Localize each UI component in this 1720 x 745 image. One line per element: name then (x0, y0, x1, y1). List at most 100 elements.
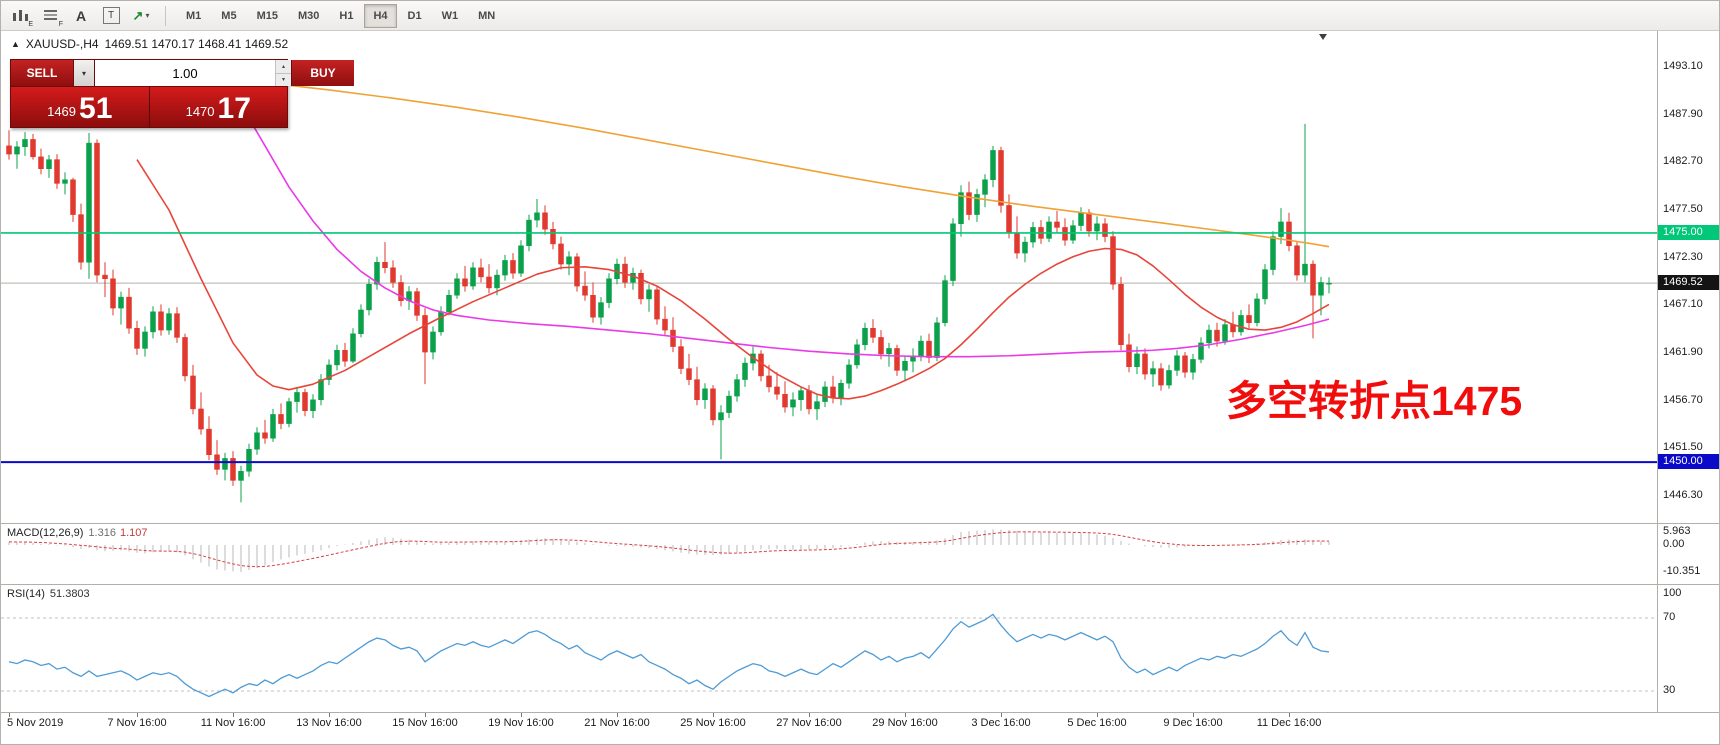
time-axis-label: 21 Nov 16:00 (584, 717, 650, 729)
volume-step-down-button[interactable]: ▾ (276, 73, 291, 86)
sell-button[interactable]: SELL (11, 60, 73, 86)
pane-divider-rsi[interactable] (1, 584, 1719, 585)
rsi-indicator-canvas[interactable] (1, 586, 1657, 712)
price-axis-label: 1446.30 (1663, 489, 1703, 501)
chevron-down-icon: ▾ (145, 11, 150, 20)
time-axis-label: 13 Nov 16:00 (296, 717, 362, 729)
time-axis-label: 7 Nov 16:00 (107, 717, 167, 729)
sell-price-main: 1469 (47, 104, 77, 119)
price-level-badge: 1469.52 (1658, 275, 1719, 291)
time-axis-label: 3 Dec 16:00 (971, 717, 1031, 729)
volume-step-up-button[interactable]: ▴ (276, 60, 291, 74)
chart-header: ▲ XAUUSD-,H4 1469.51 1470.17 1468.41 146… (11, 37, 288, 51)
macd-axis-label: -10.351 (1663, 564, 1701, 577)
one-click-trading-panel: SELL ▾ ▴ ▾ BUY 1469 51 1470 17 (10, 59, 354, 128)
timeframe-button-h4[interactable]: H4 (364, 3, 397, 28)
time-axis-tick (713, 713, 714, 717)
icon-sub-e: E (28, 20, 33, 28)
time-axis-tick (137, 713, 138, 717)
price-axis-label: 1461.90 (1663, 346, 1703, 358)
price-level-badge: 1475.00 (1658, 224, 1719, 240)
price-chart-canvas[interactable] (1, 31, 1657, 523)
indicator-list-glyph (44, 10, 57, 20)
time-axis-tick (425, 713, 426, 717)
rsi-label: RSI(14) 51.3803 (7, 588, 90, 600)
timeframe-button-m30[interactable]: M30 (297, 9, 320, 22)
time-axis-label: 9 Dec 16:00 (1163, 717, 1223, 729)
toolbar-separator (165, 5, 166, 26)
time-axis-label: 27 Nov 16:00 (776, 717, 842, 729)
timeframe-button-h1[interactable]: H1 (339, 9, 354, 22)
time-axis-tick (329, 713, 330, 717)
price-axis-label: 1467.10 (1663, 298, 1703, 311)
arrow-tool-icon[interactable]: ↗ ▾ (127, 3, 155, 29)
bar-chart-icon[interactable]: E (7, 3, 35, 29)
letter-a-glyph: A (75, 7, 87, 24)
time-axis-divider (1, 712, 1719, 713)
buy-price-button[interactable]: 1470 17 (149, 87, 287, 127)
time-axis-label: 11 Nov 16:00 (200, 717, 266, 729)
macd-label: MACD(12,26,9) 1.316 1.107 (7, 527, 147, 539)
macd-name: MACD(12,26,9) (7, 527, 84, 539)
time-axis-tick (521, 713, 522, 717)
rsi-axis-label: 30 (1663, 684, 1676, 696)
icon-sub-f: F (58, 20, 63, 28)
timeframe-button-m5[interactable]: M5 (221, 9, 237, 22)
macd-indicator-canvas[interactable] (1, 525, 1657, 585)
rsi-name: RSI(14) (7, 588, 45, 600)
price-axis-label: 1477.50 (1663, 203, 1703, 215)
time-axis-label: 11 Dec 16:00 (1256, 717, 1322, 729)
time-axis-label: 15 Nov 16:00 (392, 717, 458, 729)
symbol-marker-icon: ▲ (11, 39, 20, 49)
time-axis-label: 5 Nov 2019 (7, 717, 64, 729)
price-axis-divider (1657, 31, 1658, 712)
timeframe-button-m15[interactable]: M15 (256, 9, 278, 22)
volume-field-wrap: ▴ ▾ (95, 60, 292, 86)
time-axis-tick (1193, 713, 1194, 717)
buy-button[interactable]: BUY (292, 60, 354, 86)
price-axis-label: 1493.10 (1663, 60, 1703, 72)
pane-divider-macd[interactable] (1, 523, 1719, 524)
price-axis-label: 1456.70 (1663, 393, 1703, 406)
chart-text-annotation: 多空转折点1475 (1226, 378, 1523, 424)
toolbar: E F A T ↗ ▾ M1 M5 M15 M30 H1 H4 D1 W1 MN (1, 1, 1719, 31)
price-axis-label: 1482.70 (1663, 155, 1703, 168)
timeframe-button-d1[interactable]: D1 (407, 9, 422, 22)
letter-t-glyph: T (102, 7, 120, 24)
time-axis-tick (233, 713, 234, 717)
volume-dropdown-button[interactable]: ▾ (73, 60, 95, 86)
sell-price-button[interactable]: 1469 51 (11, 87, 150, 127)
buy-price-pips: 17 (217, 92, 251, 125)
macd-axis-label: 0.00 (1663, 538, 1685, 550)
timeframe-button-w1[interactable]: W1 (441, 9, 459, 22)
time-axis-tick (809, 713, 810, 717)
text-label-icon[interactable]: A (67, 3, 95, 29)
timeframe-button-m1[interactable]: M1 (186, 9, 202, 22)
price-axis-label: 1472.30 (1663, 250, 1703, 263)
chevron-down-icon: ▾ (81, 68, 86, 78)
time-axis-tick (1097, 713, 1098, 717)
time-axis-tick (1001, 713, 1002, 717)
time-axis-label: 25 Nov 16:00 (680, 717, 746, 729)
text-box-icon[interactable]: T (97, 3, 125, 29)
arrow-glyph: ↗ (132, 7, 144, 23)
volume-stepper: ▴ ▾ (275, 60, 291, 86)
price-level-badge: 1450.00 (1658, 454, 1719, 470)
time-axis-tick (905, 713, 906, 717)
chart-shift-marker[interactable] (1319, 34, 1327, 40)
volume-input[interactable] (95, 60, 275, 86)
buy-price-main: 1470 (185, 104, 215, 119)
ohlc-values: 1469.51 1470.17 1468.41 1469.52 (104, 37, 289, 51)
bar-chart-glyph (13, 10, 28, 21)
time-axis-label: 19 Nov 16:00 (488, 717, 554, 729)
macd-main-value: 1.316 (88, 527, 116, 539)
timeframe-button-mn[interactable]: MN (478, 9, 496, 22)
sell-price-pips: 51 (79, 92, 113, 125)
time-axis-tick (617, 713, 618, 717)
rsi-axis-label: 100 (1663, 587, 1682, 599)
time-axis-tick (9, 713, 10, 717)
symbol-title: XAUUSD-,H4 (25, 37, 99, 51)
indicator-list-icon[interactable]: F (37, 3, 65, 29)
time-axis-label: 5 Dec 16:00 (1067, 717, 1127, 729)
